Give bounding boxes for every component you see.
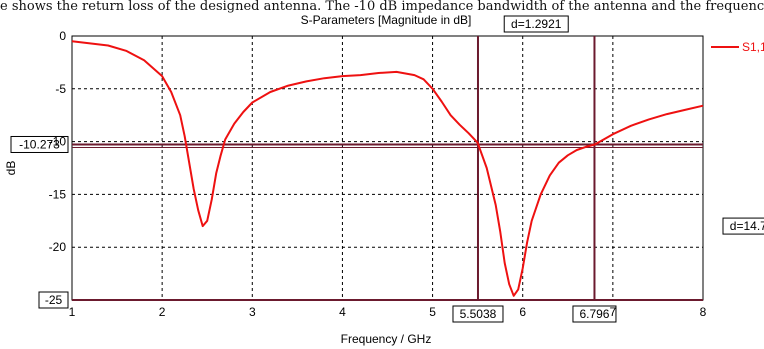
chart-title: S-Parameters [Magnitude in dB] [301,13,472,27]
marker-hlabel-1-box [38,291,69,309]
delta-y-label-box [722,217,764,235]
y-tick-label: -15 [49,187,67,201]
legend-label-s11: S1,1 [742,40,764,54]
delta-x-label: d=1.2921 [503,15,569,33]
y-axis-label: dB [4,161,18,176]
series-line-0 [71,40,704,297]
y-tick-label: -20 [49,240,67,254]
axes: 1 2 3 4 5 6 7 8 0 -5 -10 -15 -20 [49,29,707,319]
delta-y-label: d=14.727 [722,217,764,235]
delta-x-label-text: d=1.2921 [511,17,562,31]
delta-x-label-box [503,15,569,33]
legend: S1,1 [711,40,764,54]
marker-hlabel-0: -10.273 [10,135,69,153]
marker-hlabel-1-text: -25 [45,293,63,307]
marker-hlabel-0-box [10,135,69,153]
plot-frame [71,35,704,301]
x-tick-label: 6 [519,305,526,319]
y-tick-label: 0 [59,29,66,43]
marker-vlabel-0: 5.5038 [452,305,504,323]
x-tick-label: 1 [69,305,76,319]
marker-vlabel-0-box [452,305,504,323]
x-tick-label: 4 [339,305,346,319]
x-tick-label: 3 [249,305,256,319]
grid [72,36,703,300]
x-tick-label: 2 [159,305,166,319]
marker-vlabel-1: 6.796 [572,305,617,323]
y-tick-label: -10 [49,135,67,149]
marker-lines: -10.273 -25 5.5038 6.796 d=1.2921 d=14.727 [10,15,764,323]
x-tick-label: 5 [429,305,436,319]
series-layer [71,40,704,297]
delta-y-label-text: d=14.727 [730,219,764,233]
marker-vlabel-1-text: 6.796 [579,307,609,321]
marker-hlabel-0-text: -10.273 [19,137,60,151]
y-tick-label: -5 [55,82,66,96]
caption-fragment: e shows the return loss of the designed … [0,0,764,14]
x-axis-label: Frequency / GHz [341,332,432,346]
x-tick-label: 8 [700,305,707,319]
marker-vlabel-1-box [572,305,617,323]
marker-vlabel-0-text: 5.5038 [460,307,497,321]
marker-hlabel-1: -25 [38,291,69,309]
x-tick-label: 7 [610,305,617,319]
